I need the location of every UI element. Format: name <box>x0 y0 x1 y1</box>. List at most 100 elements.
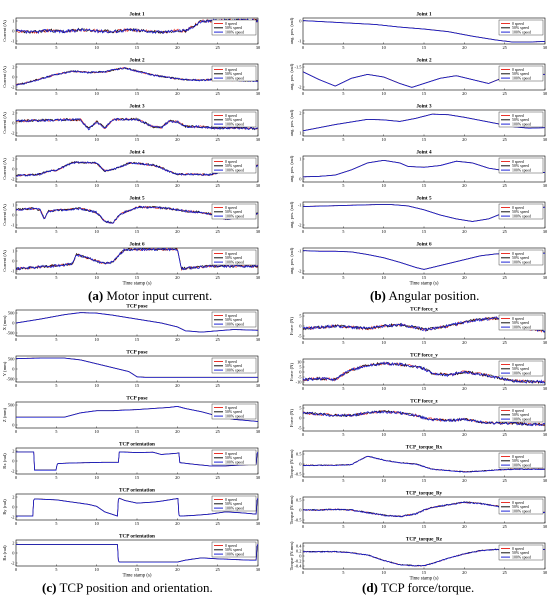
x-tick-label: 15 <box>135 429 140 434</box>
subplot-title: TCP force_z <box>410 399 438 405</box>
y-tick-label: -10 <box>296 380 303 385</box>
x-tick-label: 0 <box>302 478 305 483</box>
y-tick-label: 0 <box>299 554 302 559</box>
legend-label: 50% speed <box>512 459 529 463</box>
x-tick-label: 20 <box>175 429 180 434</box>
x-tick-label: 10 <box>94 429 99 434</box>
legend-label: 100% speed <box>225 415 244 419</box>
legend-label: 50% speed <box>225 318 242 322</box>
series-line-s100 <box>16 543 258 563</box>
legend-label: 0 speed <box>225 68 237 72</box>
x-tick-label: 30 <box>543 183 548 188</box>
y-tick-label: -1 <box>298 203 302 208</box>
legend-label: 50% speed <box>225 548 242 552</box>
legend-label: 0 speed <box>512 409 524 413</box>
x-tick-label: 5 <box>342 229 345 234</box>
subplot-title: TCP force_x <box>410 307 438 313</box>
y-tick-label: 0 <box>12 75 15 80</box>
y-axis-label: Force (N) <box>289 317 294 335</box>
x-tick-label: 30 <box>543 386 548 391</box>
x-tick-label: 20 <box>462 275 467 280</box>
y-tick-label: 0 <box>12 551 15 556</box>
legend-label: 0 speed <box>512 547 524 551</box>
y-tick-label: 0.2 <box>296 549 302 554</box>
y-tick-label: 0 <box>12 321 15 326</box>
x-tick-label: 30 <box>256 229 261 234</box>
x-tick-label: 30 <box>256 275 261 280</box>
legend-label: 100% speed <box>225 123 244 127</box>
x-tick-label: 20 <box>175 183 180 188</box>
x-tick-label: 10 <box>381 340 386 345</box>
legend-label: 100% speed <box>512 169 531 173</box>
y-tick-label: 0 <box>12 29 15 34</box>
x-tick-label: 25 <box>502 137 507 142</box>
x-axis-label: Time stamp (s) <box>410 282 439 287</box>
x-tick-label: 25 <box>215 183 220 188</box>
x-tick-label: 20 <box>462 183 467 188</box>
x-tick-label: 5 <box>55 337 58 342</box>
y-tick-label: 2 <box>12 157 14 162</box>
x-tick-label: 5 <box>342 183 345 188</box>
y-tick-label: -1 <box>11 223 15 228</box>
legend-label: 100% speed <box>512 326 531 330</box>
x-tick-label: 25 <box>502 275 507 280</box>
legend-label: 100% speed <box>512 372 531 376</box>
x-tick-label: 0 <box>15 429 18 434</box>
x-tick-label: 25 <box>215 229 220 234</box>
y-tick-label: -2 <box>11 131 15 136</box>
x-tick-label: 25 <box>215 567 220 572</box>
x-tick-label: 10 <box>381 478 386 483</box>
subplot-title: TCP force_y <box>410 353 438 359</box>
x-tick-label: 0 <box>15 383 18 388</box>
y-axis-label: Force (N) <box>289 409 294 427</box>
legend-label: 100% speed <box>512 510 531 514</box>
x-tick-label: 20 <box>175 337 180 342</box>
y-axis-label: Current (A) <box>2 20 7 42</box>
x-tick-label: 25 <box>215 383 220 388</box>
y-tick-label: 0.5 <box>296 452 302 457</box>
y-tick-label: 0 <box>299 370 302 375</box>
x-tick-label: 15 <box>422 432 427 437</box>
legend-label: 100% speed <box>512 464 531 468</box>
y-tick-label: 1 <box>12 249 14 254</box>
x-tick-label: 20 <box>462 478 467 483</box>
x-tick-label: 25 <box>502 45 507 50</box>
x-tick-label: 25 <box>215 337 220 342</box>
y-tick-label: -2 <box>11 469 15 474</box>
legend-label: 50% speed <box>512 210 529 214</box>
y-tick-label: -2 <box>11 515 15 520</box>
y-tick-label: -5 <box>298 334 302 339</box>
legend-label: 100% speed <box>225 461 244 465</box>
y-tick-label: 2 <box>12 111 14 116</box>
subplot-b-6: Joint 6 0 5 10 15 20 25 30 -1 -2 ang. pos. (rad) Ti… <box>289 242 548 287</box>
caption-d: (d) TCP force/torque. <box>362 580 474 596</box>
x-tick-label: 30 <box>543 275 548 280</box>
x-tick-label: 15 <box>135 91 140 96</box>
caption-d-letter: (d) <box>362 580 378 595</box>
legend-label: 100% speed <box>512 261 531 265</box>
legend-label: 0 speed <box>512 252 524 256</box>
legend-label: 0 speed <box>225 360 237 364</box>
subplot-d-6: TCP_torque_Rz0 5 10 15 20 25 300.40.20-0.2-0.4… <box>289 537 548 582</box>
subplot-title: Joint 2 <box>129 58 145 64</box>
y-axis-label: ang. pos. (rad) <box>289 17 294 44</box>
x-tick-label: 20 <box>175 45 180 50</box>
x-tick-label: 15 <box>422 91 427 96</box>
x-tick-label: 10 <box>94 475 99 480</box>
x-tick-label: 10 <box>94 567 99 572</box>
subplot-title: Joint 3 <box>129 104 145 110</box>
subplot-title: TCP_torque_Rx <box>406 445 443 451</box>
